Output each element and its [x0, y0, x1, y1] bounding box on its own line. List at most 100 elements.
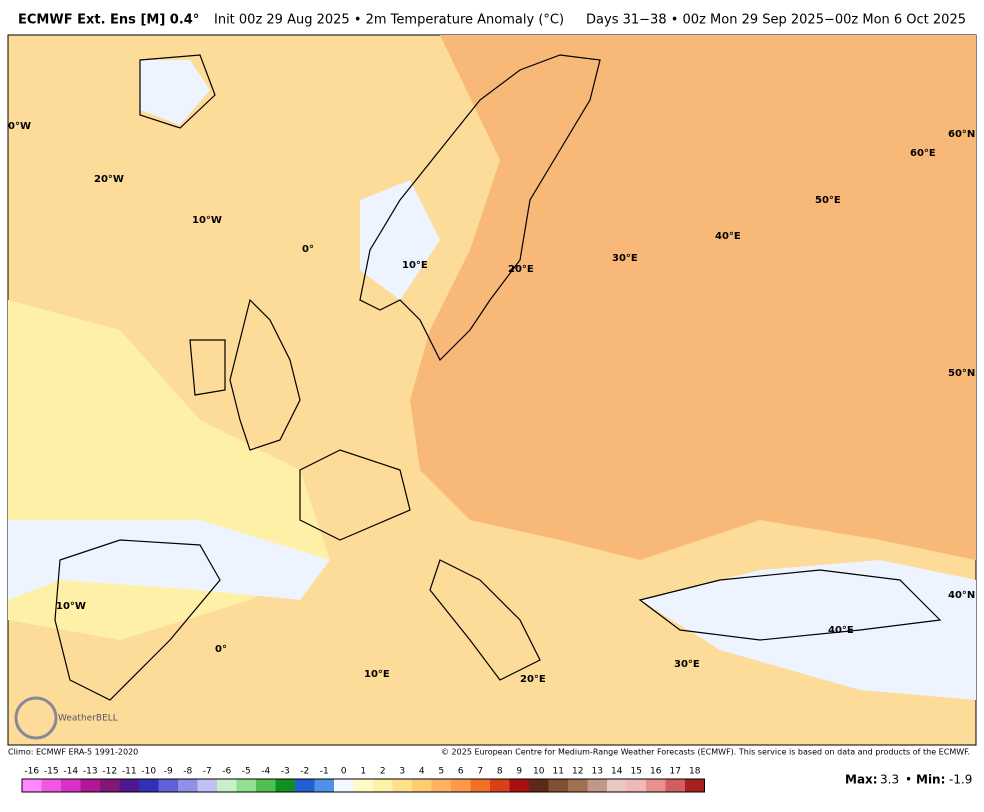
colorbar-label: 7 — [477, 767, 483, 777]
colorbar-label: 17 — [670, 767, 681, 777]
colorbar-cell — [236, 779, 256, 792]
colorbar-cell — [22, 779, 42, 792]
map-info: Init 00z 29 Aug 2025 • 2m Temperature An… — [214, 13, 564, 28]
grid-label: 60°E — [910, 148, 936, 159]
grid-label: 30°E — [612, 253, 638, 264]
grid-label: 30°E — [674, 659, 700, 670]
grid-label: 10°W — [56, 601, 86, 612]
colorbar-label: 8 — [497, 767, 503, 777]
period: Days 31−38 • 00z Mon 29 Sep 2025−00z Mon… — [586, 13, 966, 28]
colorbar-border — [21, 778, 705, 793]
colorbar-cell — [509, 779, 529, 792]
colorbar-label: -7 — [203, 767, 212, 777]
colorbar-cell — [529, 779, 549, 792]
map — [7, 34, 977, 746]
colorbar-label: -2 — [300, 767, 309, 777]
grid-label: 20°W — [94, 174, 124, 185]
colorbar-cell — [451, 779, 471, 792]
colorbar-cell — [80, 779, 100, 792]
colorbar-label: -12 — [102, 767, 117, 777]
colorbar-label: -9 — [164, 767, 173, 777]
grid-label: 20°E — [508, 264, 534, 275]
colorbar-label: 0 — [341, 767, 347, 777]
colorbar-cell — [256, 779, 276, 792]
colorbar-label: 6 — [458, 767, 464, 777]
colorbar-label: -16 — [24, 767, 39, 777]
colorbar-label: 9 — [516, 767, 522, 777]
grid-label: 10°W — [192, 215, 222, 226]
colorbar-label: -5 — [242, 767, 251, 777]
grid-labels: 0°W 20°W 10°W 0° 10°E 20°E 30°E 40°E 50°E 60°E 60°… — [8, 121, 975, 685]
grid-label: 0° — [215, 644, 227, 655]
colorbar-cell — [548, 779, 568, 792]
grid-label: 40°E — [828, 625, 854, 636]
anomaly-neutral — [140, 60, 210, 125]
colorbar-cell — [334, 779, 354, 792]
colorbar-label: 14 — [611, 767, 623, 777]
colorbar-cell — [665, 779, 685, 792]
colorbar-label: 13 — [592, 767, 603, 777]
grid-label: 40°E — [715, 231, 741, 242]
colorbar-label: 4 — [419, 767, 425, 777]
stats: Max: 3.3 • Min: -1.9 — [845, 773, 972, 787]
grid-label: 20°E — [520, 674, 546, 685]
copyright: © 2025 European Centre for Medium-Range … — [441, 748, 970, 757]
colorbar-cell — [314, 779, 334, 792]
colorbar-label: 2 — [380, 767, 386, 777]
colorbar: -16 -15 -14 -13 -12 -11 -10 -9 -8 -7 -6 -5 -4 -3 -2 -1 0… — [21, 767, 705, 793]
colorbar-label: 10 — [533, 767, 545, 777]
colorbar-cell — [568, 779, 588, 792]
logo: WeatherBELL — [14, 696, 118, 740]
colorbar-label: -3 — [281, 767, 290, 777]
separator: • — [905, 773, 912, 787]
colorbar-cell — [61, 779, 81, 792]
colorbar-label: -14 — [63, 767, 78, 777]
anomaly-warm — [410, 35, 976, 560]
max-value: 3.3 — [880, 773, 899, 787]
colorbar-cell — [197, 779, 217, 792]
colorbar-cell — [392, 779, 412, 792]
colorbar-cell — [100, 779, 120, 792]
colorbar-cell — [470, 779, 490, 792]
climo: Climo: ECMWF ERA-5 1991-2020 — [8, 748, 138, 757]
colorbar-cell — [178, 779, 198, 792]
grid-label: 10°E — [402, 260, 428, 271]
min-value: -1.9 — [949, 773, 972, 787]
colorbar-label: 1 — [360, 767, 366, 777]
colorbar-cell — [119, 779, 139, 792]
logo-text: WeatherBELL — [58, 714, 118, 724]
colorbar-label: 15 — [631, 767, 642, 777]
grid-label: 0° — [302, 244, 314, 255]
colorbar-label: -11 — [122, 767, 137, 777]
colorbar-cell — [646, 779, 666, 792]
colorbar-cell — [412, 779, 432, 792]
grid-label: 10°E — [364, 669, 390, 680]
anomaly-neutral — [8, 520, 330, 600]
colorbar-label: 11 — [553, 767, 564, 777]
grid-label: 50°N — [948, 368, 975, 379]
grid-label: 50°E — [815, 195, 841, 206]
colorbar-label: -10 — [141, 767, 156, 777]
grid-label: 0°W — [8, 121, 31, 132]
colorbar-cell — [295, 779, 315, 792]
max-label: Max: — [845, 773, 878, 787]
coastlines — [54, 54, 942, 701]
model-title: ECMWF Ext. Ens [M] 0.4° — [18, 13, 199, 28]
anomaly-neutral — [640, 560, 976, 700]
colorbar-label: 5 — [438, 767, 444, 777]
colorbar-cell — [158, 779, 178, 792]
colorbar-cell — [685, 779, 705, 792]
colorbar-cell — [626, 779, 646, 792]
colorbar-label: -6 — [222, 767, 231, 777]
colorbar-label: 3 — [399, 767, 405, 777]
colorbar-label: 16 — [650, 767, 662, 777]
colorbar-cell — [587, 779, 607, 792]
colorbar-label: 18 — [689, 767, 701, 777]
colorbar-label: 12 — [572, 767, 583, 777]
colorbar-label: -15 — [44, 767, 59, 777]
colorbar-cell — [607, 779, 627, 792]
colorbar-cell — [353, 779, 373, 792]
colorbar-cell — [431, 779, 451, 792]
colorbar-label: -1 — [320, 767, 329, 777]
